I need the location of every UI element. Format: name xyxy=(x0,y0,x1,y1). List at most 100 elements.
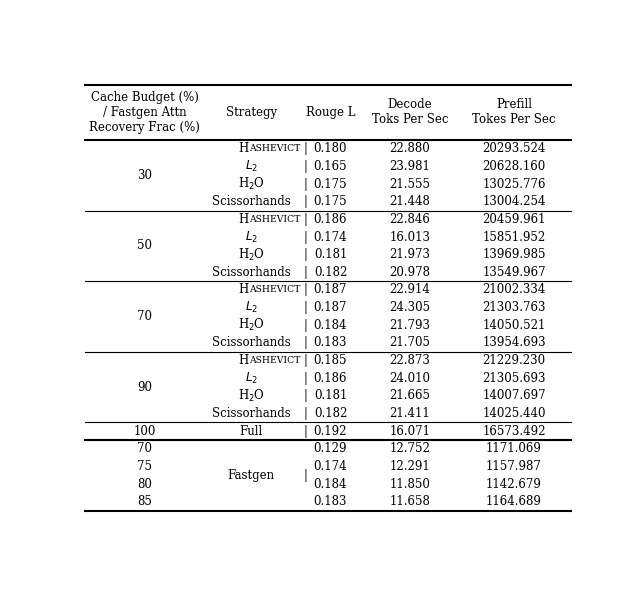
Text: 21303.763: 21303.763 xyxy=(483,301,546,314)
Text: 21229.230: 21229.230 xyxy=(483,354,545,367)
Text: 1157.987: 1157.987 xyxy=(486,460,542,473)
Text: 24.305: 24.305 xyxy=(389,301,431,314)
Text: Scissorhands: Scissorhands xyxy=(212,336,291,349)
Text: Scissorhands: Scissorhands xyxy=(212,407,291,420)
Text: 90: 90 xyxy=(137,381,152,394)
Text: 0.181: 0.181 xyxy=(314,248,347,261)
Text: 20459.961: 20459.961 xyxy=(483,213,546,226)
Text: $L_2$: $L_2$ xyxy=(244,229,258,245)
Text: 0.182: 0.182 xyxy=(314,407,347,420)
Text: |: | xyxy=(304,178,308,191)
Text: Cache Budget (%)
/ Fastgen Attn
Recovery Frac (%): Cache Budget (%) / Fastgen Attn Recovery… xyxy=(89,91,200,134)
Text: H: H xyxy=(238,354,248,367)
Text: 0.186: 0.186 xyxy=(314,372,348,385)
Text: 12.291: 12.291 xyxy=(390,460,430,473)
Text: 0.192: 0.192 xyxy=(314,425,348,438)
Text: |: | xyxy=(304,248,308,261)
Text: ASHEVICT: ASHEVICT xyxy=(249,215,301,224)
Text: H$_2$O: H$_2$O xyxy=(237,176,264,192)
Text: 13954.693: 13954.693 xyxy=(482,336,546,349)
Text: 21305.693: 21305.693 xyxy=(483,372,546,385)
Text: 21.793: 21.793 xyxy=(389,319,430,332)
Text: 1142.679: 1142.679 xyxy=(486,478,542,491)
Text: 11.658: 11.658 xyxy=(389,495,430,508)
Text: ASHEVICT: ASHEVICT xyxy=(249,144,301,153)
Text: H$_2$O: H$_2$O xyxy=(237,388,264,404)
Text: 21002.334: 21002.334 xyxy=(483,283,546,296)
Text: 12.752: 12.752 xyxy=(389,443,430,456)
Text: 13025.776: 13025.776 xyxy=(483,178,546,191)
Text: |: | xyxy=(304,354,308,367)
Text: 16.071: 16.071 xyxy=(389,425,430,438)
Text: H: H xyxy=(238,283,248,296)
Text: |: | xyxy=(304,372,308,385)
Text: Prefill
Tokes Per Sec: Prefill Tokes Per Sec xyxy=(472,99,556,127)
Text: 0.187: 0.187 xyxy=(314,283,348,296)
Text: 85: 85 xyxy=(137,495,152,508)
Text: 0.183: 0.183 xyxy=(314,336,348,349)
Text: $L_2$: $L_2$ xyxy=(244,371,258,386)
Text: 70: 70 xyxy=(137,310,152,323)
Text: 16573.492: 16573.492 xyxy=(483,425,546,438)
Text: 0.182: 0.182 xyxy=(314,266,347,279)
Text: 21.973: 21.973 xyxy=(389,248,430,261)
Text: 13969.985: 13969.985 xyxy=(483,248,546,261)
Text: |: | xyxy=(304,230,308,244)
Text: 0.184: 0.184 xyxy=(314,478,348,491)
Text: Scissorhands: Scissorhands xyxy=(212,195,291,208)
Text: Strategy: Strategy xyxy=(225,106,276,119)
Text: 0.174: 0.174 xyxy=(314,230,348,244)
Text: Full: Full xyxy=(239,425,263,438)
Text: 80: 80 xyxy=(137,478,152,491)
Text: 22.880: 22.880 xyxy=(390,142,430,155)
Text: 0.186: 0.186 xyxy=(314,213,348,226)
Text: 70: 70 xyxy=(137,443,152,456)
Text: 14007.697: 14007.697 xyxy=(482,390,546,402)
Text: $L_2$: $L_2$ xyxy=(244,300,258,315)
Text: 1164.689: 1164.689 xyxy=(486,495,542,508)
Text: 100: 100 xyxy=(133,425,156,438)
Text: 21.705: 21.705 xyxy=(389,336,430,349)
Text: 0.175: 0.175 xyxy=(314,195,348,208)
Text: Scissorhands: Scissorhands xyxy=(212,266,291,279)
Text: 13549.967: 13549.967 xyxy=(482,266,546,279)
Text: 0.184: 0.184 xyxy=(314,319,348,332)
Text: 0.183: 0.183 xyxy=(314,495,348,508)
Text: 22.846: 22.846 xyxy=(389,213,430,226)
Text: H: H xyxy=(238,213,248,226)
Text: 21.411: 21.411 xyxy=(390,407,430,420)
Text: H: H xyxy=(238,142,248,155)
Text: 16.013: 16.013 xyxy=(389,230,430,244)
Text: 20628.160: 20628.160 xyxy=(483,160,546,173)
Text: 21.448: 21.448 xyxy=(389,195,430,208)
Text: 30: 30 xyxy=(137,169,152,182)
Text: $L_2$: $L_2$ xyxy=(244,159,258,174)
Text: 14050.521: 14050.521 xyxy=(483,319,546,332)
Text: |: | xyxy=(304,195,308,208)
Text: |: | xyxy=(304,283,308,296)
Text: |: | xyxy=(304,407,308,420)
Text: 20.978: 20.978 xyxy=(389,266,430,279)
Text: 13004.254: 13004.254 xyxy=(483,195,546,208)
Text: |: | xyxy=(304,160,308,173)
Text: |: | xyxy=(304,390,308,402)
Text: 0.180: 0.180 xyxy=(314,142,348,155)
Text: ASHEVICT: ASHEVICT xyxy=(249,356,301,365)
Text: 0.165: 0.165 xyxy=(314,160,348,173)
Text: 21.555: 21.555 xyxy=(389,178,430,191)
Text: 22.914: 22.914 xyxy=(389,283,430,296)
Text: |: | xyxy=(304,213,308,226)
Text: H$_2$O: H$_2$O xyxy=(237,247,264,263)
Text: |: | xyxy=(304,301,308,314)
Text: 0.187: 0.187 xyxy=(314,301,348,314)
Text: |: | xyxy=(304,469,308,482)
Text: |: | xyxy=(304,142,308,155)
Text: 0.175: 0.175 xyxy=(314,178,348,191)
Text: 0.129: 0.129 xyxy=(314,443,348,456)
Text: 0.181: 0.181 xyxy=(314,390,347,402)
Text: 22.873: 22.873 xyxy=(389,354,430,367)
Text: |: | xyxy=(304,319,308,332)
Text: |: | xyxy=(304,336,308,349)
Text: 75: 75 xyxy=(137,460,152,473)
Text: 11.850: 11.850 xyxy=(389,478,430,491)
